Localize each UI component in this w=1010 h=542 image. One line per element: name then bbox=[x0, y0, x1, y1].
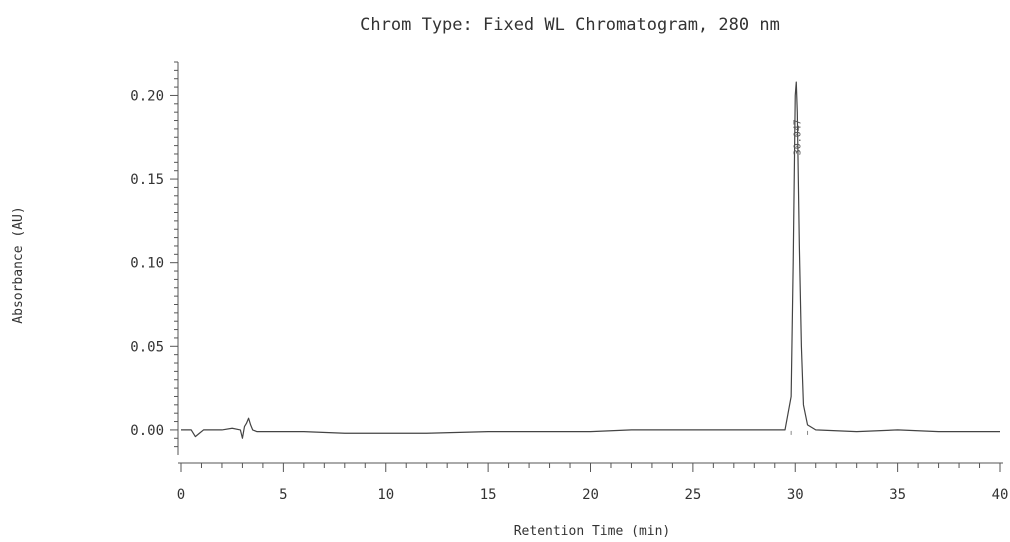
y-tick-label: 0.15 bbox=[130, 172, 164, 188]
x-tick-label: 0 bbox=[177, 487, 185, 503]
x-tick-label: 10 bbox=[377, 487, 394, 503]
x-axis-label: Retention Time (min) bbox=[514, 524, 671, 539]
axes: 0.00 0.05 0.10 0.15 0.20 0 5 10 15 20 25 30 35 40 bbox=[130, 61, 1009, 503]
y-tick-label: 0.00 bbox=[130, 423, 164, 439]
x-tick-label: 20 bbox=[582, 487, 599, 503]
x-tick-label: 25 bbox=[684, 487, 701, 503]
x-tick-label: 40 bbox=[992, 487, 1009, 503]
chart-title: Chrom Type: Fixed WL Chromatogram, 280 n… bbox=[360, 15, 780, 35]
y-tick-label: 0.20 bbox=[130, 88, 164, 104]
y-tick-label: 0.10 bbox=[130, 256, 164, 272]
annotations-group: 30.047 bbox=[792, 119, 803, 155]
x-tick-label: 30 bbox=[787, 487, 804, 503]
series-line bbox=[181, 81, 1000, 439]
x-tick-label: 35 bbox=[889, 487, 906, 503]
y-tick-label: 0.05 bbox=[130, 339, 164, 355]
series-group bbox=[181, 81, 1000, 439]
y-axis-label: Absorbance (AU) bbox=[11, 206, 26, 323]
x-tick-label: 15 bbox=[480, 487, 497, 503]
x-tick-label: 5 bbox=[279, 487, 287, 503]
peak-label: 30.047 bbox=[792, 119, 803, 155]
